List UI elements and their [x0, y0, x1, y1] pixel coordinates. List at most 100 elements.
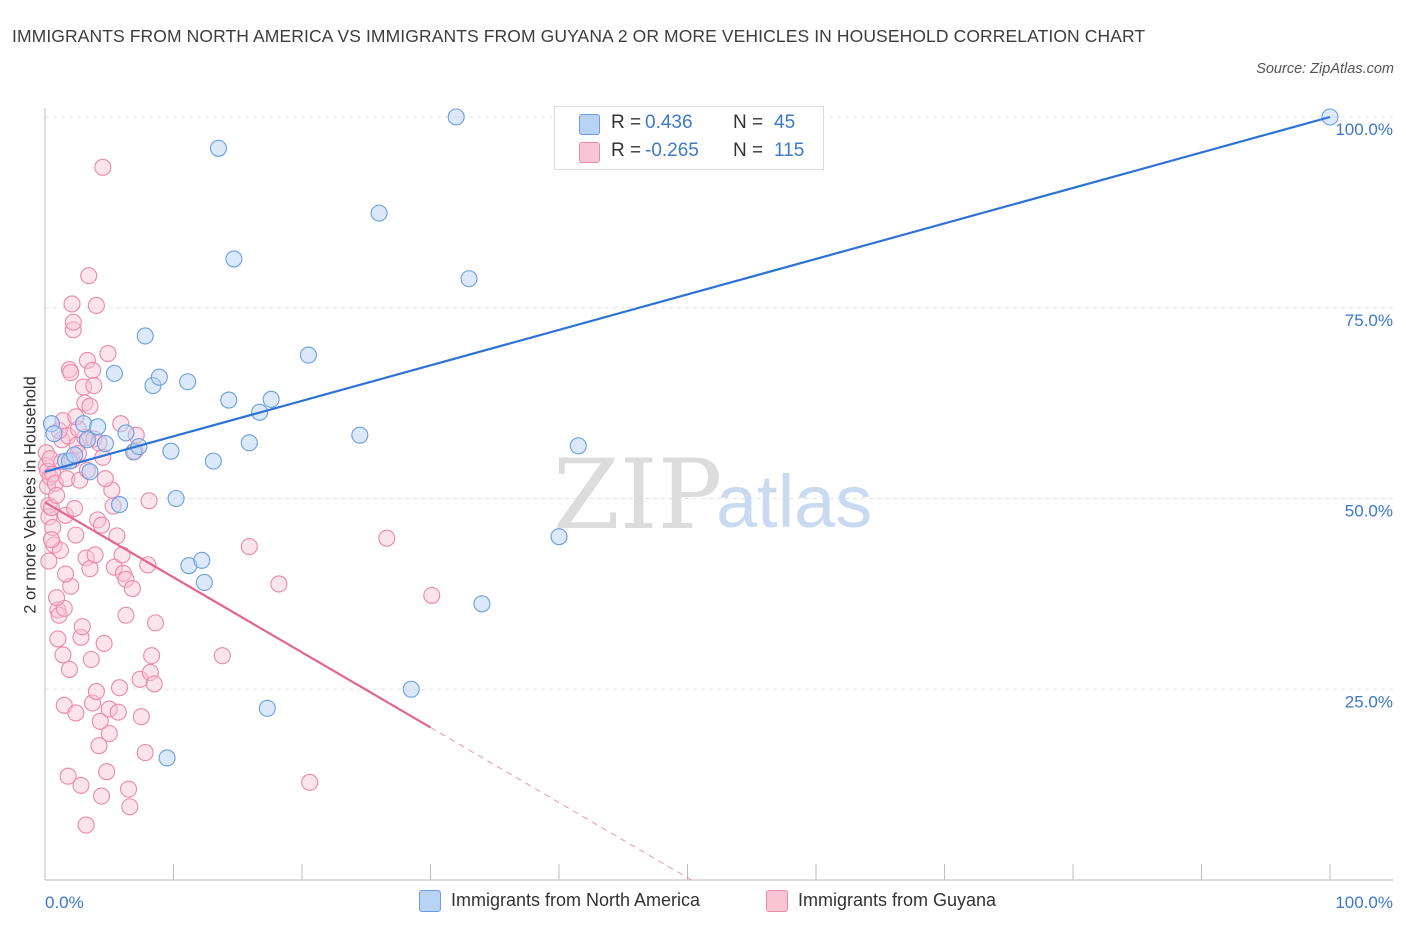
- point-north-america: [81, 463, 99, 481]
- legend-n-value: 115: [774, 140, 805, 161]
- point-guyana: [83, 694, 102, 712]
- point-north-america: [195, 573, 213, 591]
- x-tick-label: 0.0%: [45, 893, 84, 912]
- series-guyana-points: [37, 158, 441, 834]
- point-guyana: [91, 712, 109, 730]
- point-guyana: [42, 531, 60, 549]
- point-guyana: [77, 549, 95, 567]
- trendline-guyana: [430, 726, 692, 881]
- point-guyana: [82, 650, 100, 669]
- source-label: Source: ZipAtlas.com: [1256, 61, 1394, 77]
- point-guyana: [85, 377, 103, 395]
- point-guyana: [87, 682, 105, 701]
- point-north-america: [569, 437, 587, 455]
- point-guyana: [50, 606, 68, 624]
- correlation-legend: R = 0.436 N = 45 R = -0.265 N = 115: [554, 106, 824, 170]
- point-guyana: [109, 703, 127, 721]
- tick-labels: 100.0% 75.0% 50.0% 25.0% 0.0% 100.0%: [45, 120, 1393, 912]
- point-guyana: [95, 634, 113, 653]
- watermark: ZIP atlas: [553, 439, 872, 551]
- point-north-america: [402, 680, 420, 698]
- point-north-america: [117, 424, 135, 442]
- trendlines: [44, 115, 1331, 881]
- point-guyana: [73, 618, 91, 636]
- chart-title: IMMIGRANTS FROM NORTH AMERICA VS IMMIGRA…: [12, 26, 1146, 46]
- point-guyana: [110, 679, 129, 697]
- point-guyana: [213, 647, 231, 665]
- point-guyana: [66, 499, 84, 517]
- point-guyana: [59, 767, 77, 785]
- y-tick-label: 75.0%: [1345, 311, 1393, 330]
- point-north-america: [162, 442, 180, 460]
- point-north-america: [258, 699, 276, 717]
- point-north-america: [240, 434, 258, 452]
- point-guyana: [72, 776, 90, 794]
- point-guyana: [117, 606, 135, 624]
- point-north-america: [167, 489, 185, 508]
- point-guyana: [77, 816, 95, 834]
- point-north-america: [550, 528, 568, 546]
- legend-n-value: 45: [774, 112, 796, 133]
- point-guyana: [119, 780, 138, 798]
- bottom-legend-guyana[interactable]: Immigrants from Guyana: [766, 888, 1046, 914]
- point-guyana: [78, 351, 96, 369]
- legend-swatch-pink: [579, 142, 600, 163]
- legend-swatch-blue: [579, 114, 600, 135]
- point-guyana: [64, 313, 82, 331]
- point-guyana: [301, 773, 319, 791]
- point-guyana: [92, 787, 111, 805]
- point-guyana: [40, 552, 58, 570]
- point-guyana: [121, 798, 139, 816]
- point-guyana: [240, 538, 258, 556]
- point-north-america: [473, 595, 491, 613]
- point-guyana: [81, 397, 99, 415]
- point-guyana: [49, 601, 67, 619]
- point-guyana: [117, 570, 135, 588]
- point-guyana: [99, 344, 117, 363]
- point-north-america: [179, 373, 197, 391]
- point-guyana: [48, 486, 66, 504]
- y-tick-label: 50.0%: [1345, 502, 1393, 521]
- point-north-america: [370, 204, 388, 222]
- point-guyana: [90, 737, 108, 755]
- y-tick-label: 100.0%: [1335, 120, 1393, 139]
- legend-n-label: N =: [733, 112, 764, 133]
- point-north-america: [136, 327, 154, 345]
- point-north-america: [158, 749, 176, 767]
- series-north-america-points: [42, 108, 1339, 767]
- point-guyana: [136, 744, 154, 762]
- bottom-legend-label-north-america: Immigrants from North America: [451, 890, 701, 910]
- watermark-zip: ZIP: [553, 439, 722, 551]
- x-tick-label: 100.0%: [1335, 893, 1393, 912]
- point-north-america: [105, 364, 123, 382]
- point-guyana: [96, 470, 114, 488]
- point-north-america: [78, 431, 96, 449]
- point-guyana: [92, 516, 111, 534]
- point-guyana: [44, 518, 62, 537]
- point-north-america: [447, 108, 465, 126]
- point-guyana: [60, 660, 78, 678]
- bottom-legend-north-america[interactable]: Immigrants from North America: [419, 888, 749, 914]
- trendline-guyana: [44, 501, 432, 729]
- point-guyana: [87, 296, 105, 315]
- y-tick-label: 25.0%: [1345, 692, 1393, 711]
- point-guyana: [141, 663, 159, 682]
- legend-n-label: N =: [733, 140, 764, 161]
- point-guyana: [48, 589, 66, 607]
- point-north-america: [150, 368, 168, 386]
- point-guyana: [63, 295, 81, 313]
- point-north-america: [96, 435, 114, 453]
- point-guyana: [105, 558, 123, 576]
- point-guyana: [94, 158, 112, 176]
- legend-r-label: R =: [611, 140, 642, 161]
- point-guyana: [58, 470, 76, 488]
- point-north-america: [75, 415, 93, 433]
- point-north-america: [220, 391, 238, 409]
- point-north-america: [66, 446, 84, 464]
- point-guyana: [54, 646, 72, 664]
- point-guyana: [146, 614, 165, 632]
- legend-r-value: 0.436: [645, 112, 693, 133]
- point-guyana: [378, 529, 396, 547]
- legend-r-label: R =: [611, 112, 642, 133]
